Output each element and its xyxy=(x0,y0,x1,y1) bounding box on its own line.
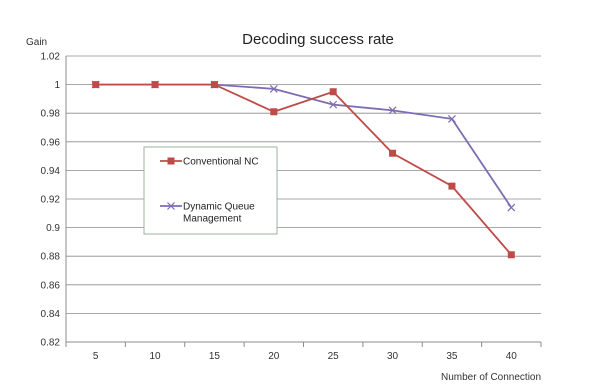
y-tick-label: 0.88 xyxy=(41,252,61,263)
y-tick-labels: 0.82 0.84 0.86 0.88 0.9 0.92 0.94 0.96 0.98 1 1.02 xyxy=(41,52,61,349)
data-series xyxy=(91,80,516,259)
data-point xyxy=(389,149,397,157)
y-tick-label: 0.94 xyxy=(41,166,61,177)
series-0 xyxy=(92,81,515,259)
data-point xyxy=(388,106,397,115)
x-tick-label: 10 xyxy=(150,351,162,362)
x-tick-label: 5 xyxy=(93,351,99,362)
legend-item: Conventional NC xyxy=(160,157,259,168)
y-axis-title: Gain xyxy=(26,37,47,48)
legend-items: Conventional NC Dynamic Queue Management xyxy=(160,157,259,225)
y-tick-label: 0.9 xyxy=(46,223,60,234)
legend-label: Conventional NC xyxy=(183,157,259,168)
axes xyxy=(65,56,542,347)
data-point xyxy=(507,203,516,212)
data-point xyxy=(448,182,456,190)
legend-swatch-marker xyxy=(167,157,175,165)
x-tick-label: 20 xyxy=(268,351,280,362)
data-point xyxy=(329,100,338,109)
y-tick-label: 0.86 xyxy=(41,280,61,291)
legend: Conventional NC Dynamic Queue Management xyxy=(143,146,278,235)
x-tick-label: 30 xyxy=(387,351,399,362)
y-tick-label: 0.92 xyxy=(41,195,61,206)
legend-item: Dynamic Queue Management xyxy=(160,202,255,225)
x-tick-label: 35 xyxy=(446,351,458,362)
data-point xyxy=(151,81,159,89)
y-tick-label: 1.02 xyxy=(41,52,61,63)
y-tick-label: 0.84 xyxy=(41,309,61,320)
y-tick-label: 1 xyxy=(54,80,60,91)
data-point xyxy=(270,108,278,116)
y-tick-label: 0.98 xyxy=(41,109,61,120)
data-point xyxy=(210,81,218,89)
x-tick-label: 40 xyxy=(506,351,518,362)
legend-swatch-marker xyxy=(167,202,175,210)
legend-label: Dynamic Queue Management xyxy=(183,202,255,225)
x-tick-label: 25 xyxy=(328,351,340,362)
data-point xyxy=(507,251,515,259)
y-tick-label: 0.82 xyxy=(41,338,61,349)
x-tick-labels: 5 10 15 20 25 30 35 40 xyxy=(93,351,517,362)
x-axis-title: Number of Connection xyxy=(441,372,541,383)
data-point xyxy=(92,81,100,89)
series-line xyxy=(95,83,512,256)
chart-title: Decoding success rate xyxy=(242,31,394,48)
data-point xyxy=(448,114,456,123)
x-tick-label: 15 xyxy=(209,351,221,362)
y-tick-label: 0.96 xyxy=(41,137,61,148)
data-point xyxy=(329,88,337,96)
data-point xyxy=(269,84,278,93)
